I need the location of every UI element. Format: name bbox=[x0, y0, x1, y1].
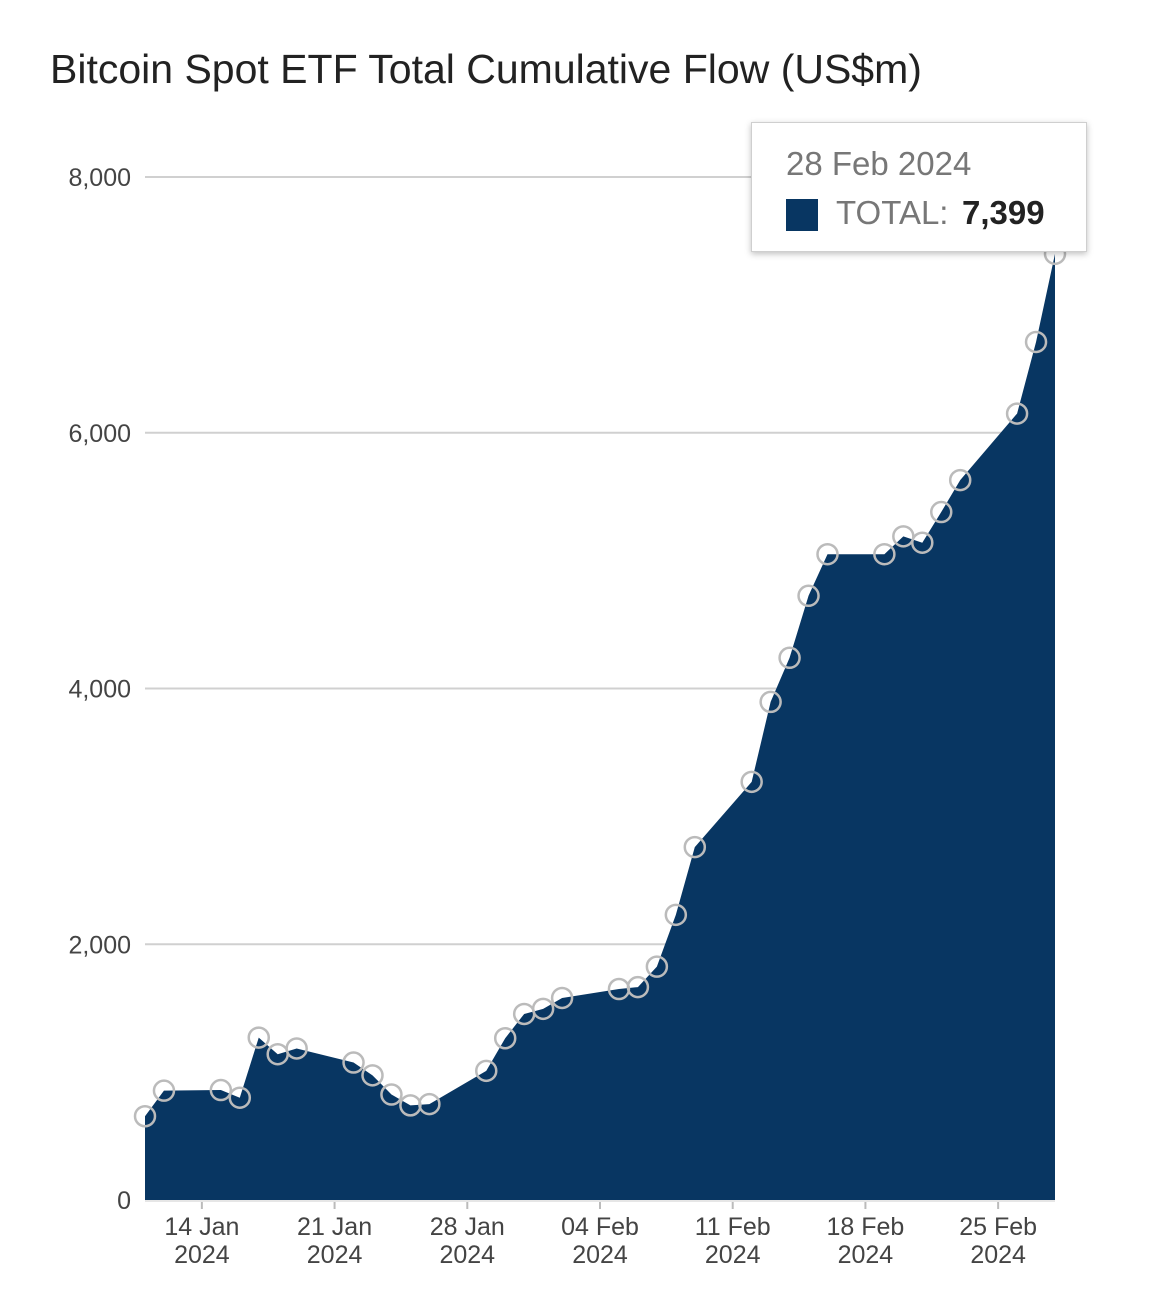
data-point-marker[interactable] bbox=[740, 770, 763, 794]
tooltip-series-label: TOTAL: bbox=[836, 194, 949, 231]
data-point-marker[interactable] bbox=[645, 955, 669, 978]
data-point-marker[interactable] bbox=[626, 975, 650, 999]
data-point-marker[interactable] bbox=[1024, 330, 1048, 354]
data-point-marker[interactable] bbox=[948, 468, 972, 492]
data-point-marker[interactable] bbox=[1005, 402, 1029, 425]
data-point-marker[interactable] bbox=[797, 584, 820, 608]
x-tick-label: 14 Jan 2024 bbox=[164, 1213, 239, 1269]
tooltip-date: 28 Feb 2024 bbox=[786, 145, 972, 182]
y-tick-label: 2,000 bbox=[68, 931, 131, 959]
data-point-marker[interactable] bbox=[873, 542, 896, 566]
x-tick-label: 11 Feb 2024 bbox=[695, 1213, 771, 1269]
tooltip-value: 7,399 bbox=[962, 194, 1045, 231]
data-point-marker[interactable] bbox=[550, 986, 574, 1010]
y-tick-label: 4,000 bbox=[68, 676, 131, 704]
data-markers bbox=[133, 242, 1067, 1128]
data-point-marker[interactable] bbox=[285, 1037, 308, 1060]
x-tick-label: 21 Jan 2024 bbox=[297, 1213, 372, 1269]
data-point-marker[interactable] bbox=[531, 997, 555, 1021]
x-tick-label: 28 Jan 2024 bbox=[430, 1213, 505, 1269]
axes: 0 2,000 4,000 6,000 8,000 14 Jan 2024 21 Jan 202… bbox=[68, 164, 1055, 1269]
data-point-marker[interactable] bbox=[816, 542, 839, 566]
y-tick-label: 6,000 bbox=[68, 420, 131, 448]
data-point-marker[interactable] bbox=[361, 1064, 384, 1087]
chart-title: Bitcoin Spot ETF Total Cumulative Flow (… bbox=[50, 46, 922, 92]
data-point-marker[interactable] bbox=[911, 531, 934, 554]
x-tick-label: 04 Feb 2024 bbox=[561, 1213, 639, 1269]
data-point-marker[interactable] bbox=[418, 1092, 441, 1116]
data-point-marker[interactable] bbox=[247, 1026, 270, 1049]
data-point-marker[interactable] bbox=[133, 1104, 157, 1128]
area-series bbox=[145, 253, 1055, 1200]
x-tick-label: 25 Feb 2024 bbox=[959, 1213, 1037, 1269]
data-point-marker[interactable] bbox=[759, 690, 782, 714]
data-point-marker[interactable] bbox=[778, 646, 801, 670]
tooltip: 28 Feb 2024 TOTAL: 7,399 bbox=[751, 122, 1087, 252]
data-point-marker[interactable] bbox=[930, 500, 953, 524]
y-tick-label: 0 bbox=[117, 1187, 131, 1215]
data-point-marker[interactable] bbox=[683, 835, 707, 859]
y-tick-label: 8,000 bbox=[68, 164, 131, 192]
data-point-marker[interactable] bbox=[380, 1083, 403, 1106]
data-point-marker[interactable] bbox=[493, 1026, 517, 1050]
tooltip-series-swatch bbox=[786, 199, 818, 231]
x-tick-label: 18 Feb 2024 bbox=[826, 1213, 904, 1269]
data-point-marker[interactable] bbox=[228, 1086, 252, 1109]
area-fill bbox=[145, 253, 1055, 1200]
data-point-marker[interactable] bbox=[342, 1051, 365, 1074]
data-point-marker[interactable] bbox=[209, 1078, 233, 1102]
data-point-marker[interactable] bbox=[664, 903, 688, 927]
data-point-marker[interactable] bbox=[475, 1059, 498, 1083]
data-point-marker[interactable] bbox=[152, 1079, 176, 1102]
